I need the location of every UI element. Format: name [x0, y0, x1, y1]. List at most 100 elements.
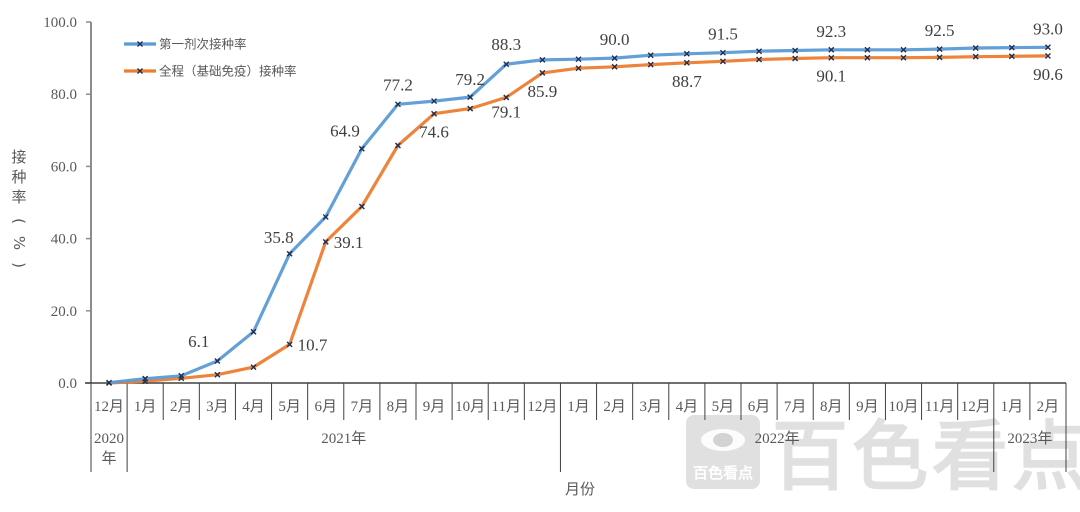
y-tick-label: 0.0 [58, 376, 77, 392]
data-point-marker-icon [431, 98, 438, 105]
data-point-marker-icon [503, 61, 510, 68]
x-month-label: 2月 [170, 399, 193, 415]
data-point-marker-icon [864, 46, 871, 53]
data-point-marker-icon [394, 142, 401, 149]
svg-text:(: ( [10, 218, 28, 224]
svg-text:%: % [10, 236, 28, 250]
data-point-marker-icon [900, 46, 907, 53]
data-label: 77.2 [383, 75, 413, 94]
data-point-marker-icon [394, 101, 401, 108]
data-label: 10.7 [298, 335, 328, 354]
x-month-label: 9月 [423, 399, 446, 415]
x-month-label: 10月 [455, 399, 485, 415]
data-label: 90.0 [600, 30, 630, 49]
data-point-marker-icon [250, 364, 257, 371]
x-month-label: 11月 [925, 399, 954, 415]
data-label: 88.3 [491, 35, 521, 54]
data-label: 74.6 [419, 123, 449, 142]
x-month-label: 5月 [278, 399, 301, 415]
data-point-marker-icon [828, 46, 835, 53]
svg-text:年: 年 [102, 450, 117, 467]
data-point-marker-icon [286, 341, 293, 348]
watermark: 百色看点 百色看点 [686, 412, 1080, 501]
data-label: 35.8 [264, 228, 294, 247]
legend-label: 第一剂次接种率 [159, 37, 247, 52]
data-point-marker-icon [575, 56, 582, 63]
svg-text:接: 接 [11, 148, 26, 166]
data-point-marker-icon [503, 94, 510, 101]
data-label: 90.6 [1033, 65, 1063, 84]
data-point-marker-icon [611, 55, 618, 62]
data-point-marker-icon [900, 54, 907, 61]
x-month-label: 6月 [748, 399, 771, 415]
data-point-marker-icon [756, 56, 763, 63]
x-month-label: 7月 [351, 399, 374, 415]
data-point-marker-icon [756, 48, 763, 55]
data-label: 79.2 [455, 70, 485, 89]
x-month-label: 6月 [314, 399, 337, 415]
data-label: 92.3 [816, 22, 846, 41]
data-point-marker-icon [936, 46, 943, 53]
data-label: 39.1 [334, 233, 364, 252]
y-tick-label: 20.0 [51, 304, 77, 320]
watermark-logo: 百色看点 [686, 415, 760, 489]
data-point-marker-icon [286, 250, 293, 257]
series-lines [106, 44, 1051, 386]
legend-label: 全程（基础免疫）接种率 [159, 64, 297, 79]
data-point-marker-icon [828, 54, 835, 61]
x-month-label: 2月 [1037, 399, 1060, 415]
data-point-marker-icon [1008, 53, 1015, 60]
x-month-label: 3月 [206, 399, 229, 415]
y-tick-label: 80.0 [51, 87, 77, 103]
x-axis-title: 月份 [565, 480, 595, 498]
data-label: 90.1 [816, 67, 846, 86]
y-tick-label: 100.0 [43, 15, 77, 31]
x-year-label: 2021年 [321, 430, 366, 447]
axes: 0.0 20.0 40.0 60.0 80.0 100.0 接种率 (%) 12月 1月 2月 3月 4… [10, 15, 1067, 498]
y-tick-label: 60.0 [51, 159, 77, 175]
y-axis-title: 接种率 (%) [10, 148, 28, 268]
data-label: 64.9 [330, 122, 360, 141]
data-point-marker-icon [358, 145, 365, 152]
x-year-label: 2020 [94, 431, 124, 447]
data-point-marker-icon [106, 379, 113, 386]
data-point-marker-icon [647, 52, 654, 59]
data-point-marker-icon [792, 55, 799, 62]
data-point-marker-icon [322, 213, 329, 220]
data-label: 85.9 [528, 82, 558, 101]
x-month-label: 2月 [603, 399, 626, 415]
data-point-marker-icon [178, 372, 185, 379]
x-month-label: 8月 [387, 399, 410, 415]
data-point-marker-icon [1008, 44, 1015, 51]
data-point-marker-icon [683, 50, 690, 57]
x-month-label: 4月 [242, 399, 265, 415]
data-point-marker-icon [719, 58, 726, 65]
data-point-marker-icon [214, 357, 221, 364]
data-point-marker-icon [214, 371, 221, 378]
data-label: 93.0 [1033, 19, 1063, 38]
x-month-label: 11月 [492, 399, 521, 415]
data-point-marker-icon [792, 47, 799, 54]
data-point-marker-icon [1044, 52, 1051, 59]
legend-item-first-dose: 第一剂次接种率 [124, 37, 247, 52]
x-month-label: 4月 [676, 399, 699, 415]
data-point-marker-icon [322, 238, 329, 245]
x-month-label: 12月 [961, 399, 991, 415]
svg-text:率: 率 [11, 188, 26, 206]
data-point-marker-icon [539, 69, 546, 76]
x-year-label: 2023年 [1007, 430, 1052, 447]
data-point-marker-icon [431, 110, 438, 117]
data-point-marker-icon [539, 56, 546, 63]
data-point-marker-icon [936, 54, 943, 61]
watermark-brand-text: 百色看点 [772, 412, 1080, 501]
x-year-label: 2022年 [755, 430, 800, 447]
data-label: 6.1 [188, 332, 209, 351]
data-point-marker-icon [467, 94, 474, 101]
x-month-label: 1月 [567, 399, 590, 415]
data-point-marker-icon [683, 59, 690, 66]
data-label: 79.1 [491, 102, 521, 121]
data-point-marker-icon [250, 328, 257, 335]
data-point-marker-icon [719, 49, 726, 56]
series-first-dose [106, 44, 1051, 386]
